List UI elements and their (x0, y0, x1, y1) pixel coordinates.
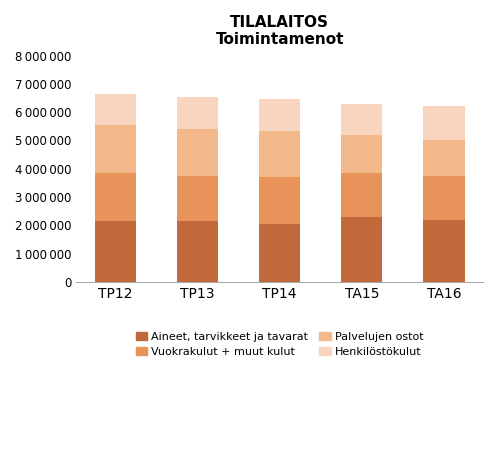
Bar (177, 176, 218, 221)
Bar (341, 135, 382, 173)
Title: TILALAITOS
Toimintamenot: TILALAITOS Toimintamenot (216, 15, 344, 47)
Bar (423, 106, 465, 140)
Bar (341, 173, 382, 217)
Bar (177, 96, 218, 129)
Bar (423, 220, 465, 282)
Bar (423, 176, 465, 220)
Bar (341, 104, 382, 135)
Bar (341, 217, 382, 282)
Bar (259, 177, 300, 224)
Bar (423, 140, 465, 176)
Bar (177, 129, 218, 176)
Bar (95, 221, 136, 282)
Bar (95, 173, 136, 221)
Legend: Aineet, tarvikkeet ja tavarat, Vuokrakulut + muut kulut, Palvelujen ostot, Henki: Aineet, tarvikkeet ja tavarat, Vuokrakul… (130, 326, 429, 363)
Bar (177, 221, 218, 282)
Bar (95, 125, 136, 173)
Bar (259, 224, 300, 282)
Bar (259, 130, 300, 177)
Bar (259, 100, 300, 130)
Bar (95, 94, 136, 125)
